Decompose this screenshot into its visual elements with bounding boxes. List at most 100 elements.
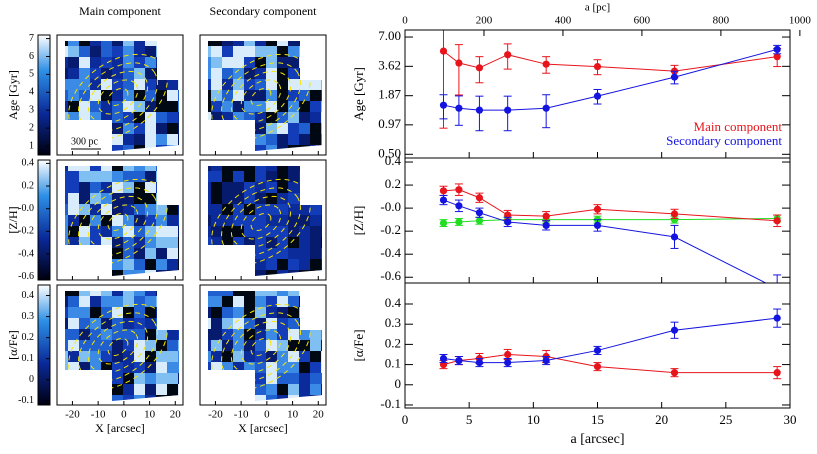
colorbar-tick-label: -0.6 — [18, 271, 34, 282]
map-cell — [68, 340, 80, 352]
isophote — [250, 337, 272, 357]
colorbar-tick-label: 3 — [29, 105, 34, 116]
map-cell — [167, 384, 179, 396]
map-cell — [101, 68, 113, 80]
map-cell — [288, 340, 300, 352]
colorbar-tick-label: 0.1 — [22, 353, 35, 364]
map-cell — [101, 193, 113, 205]
map-cell — [288, 215, 300, 227]
map-cell — [208, 329, 212, 341]
map-cell — [123, 340, 135, 352]
map-cell — [208, 79, 212, 91]
map-cell — [101, 329, 113, 341]
map-cell — [65, 46, 69, 58]
map-cell — [233, 351, 245, 363]
point — [455, 356, 463, 365]
map-cell — [266, 166, 278, 172]
map-cell — [90, 68, 102, 80]
map-cell — [134, 134, 146, 146]
point — [455, 59, 463, 67]
map-cell — [233, 134, 245, 146]
isophote — [230, 195, 292, 249]
map-cell — [255, 351, 267, 363]
map-cell — [222, 68, 234, 80]
map-cell — [277, 362, 289, 374]
map-image — [208, 291, 322, 401]
map-panel — [56, 159, 184, 281]
map-cell — [79, 362, 91, 374]
map-cell — [208, 134, 212, 146]
map-cell — [244, 123, 256, 135]
map-cell — [101, 204, 113, 216]
map-cell — [288, 237, 300, 249]
map-cell — [288, 182, 300, 194]
map-cell — [156, 248, 168, 260]
map-cell — [90, 237, 102, 249]
map-cell — [310, 171, 322, 183]
map-cell — [112, 291, 124, 297]
map-cell — [244, 351, 256, 363]
map-cell — [211, 68, 223, 80]
map-cell — [101, 41, 113, 47]
map-cell — [277, 237, 289, 249]
map-cell — [134, 384, 146, 396]
map-cell — [211, 193, 223, 205]
map-cell — [167, 193, 179, 205]
map-cell — [178, 112, 179, 124]
map-cell — [321, 296, 322, 308]
map-cell — [156, 79, 168, 91]
map-cell — [167, 307, 179, 319]
map-cell — [90, 226, 102, 238]
series-line — [443, 48, 778, 111]
map-frame — [56, 159, 184, 281]
map-cell — [222, 373, 234, 385]
map-cell — [101, 351, 113, 363]
map-cell — [134, 46, 146, 58]
map-cell — [266, 123, 278, 135]
map-cell — [277, 373, 289, 385]
map-cell — [321, 90, 322, 102]
map-cell — [101, 90, 113, 102]
map-cell — [65, 351, 69, 363]
map-cell — [321, 373, 322, 385]
map-cell — [222, 166, 234, 172]
map-cell — [321, 248, 322, 260]
map-cell — [134, 248, 146, 260]
map-cell — [266, 41, 278, 47]
map-cell — [156, 41, 168, 47]
map-cell — [145, 112, 157, 124]
map-cell — [167, 226, 179, 238]
map-cell — [266, 90, 278, 102]
map-cell — [211, 307, 223, 319]
map-cell — [208, 291, 212, 297]
map-cell — [255, 362, 267, 374]
map-cell — [112, 145, 124, 151]
map-cell — [208, 307, 212, 319]
map-cell — [233, 123, 245, 135]
y-tick-label: 0 — [395, 376, 402, 391]
map-cell — [208, 90, 212, 102]
map-cell — [233, 296, 245, 308]
map-x-tick-label: 10 — [144, 409, 156, 421]
map-cell — [211, 204, 223, 216]
map-cell — [233, 79, 245, 91]
colorbar-tick-label: 0.4 — [22, 290, 35, 301]
point — [439, 101, 448, 109]
map-cell — [79, 112, 91, 124]
map-cell — [145, 248, 157, 260]
y-tick-label: -0.4 — [380, 245, 401, 260]
map-cell — [277, 171, 289, 183]
map-cell — [178, 307, 179, 319]
x2-tick-label: 200 — [476, 15, 493, 27]
map-cell — [277, 112, 289, 124]
x2-tick-label: 1000 — [789, 15, 812, 27]
map-cell — [156, 351, 168, 363]
map-cell — [321, 215, 322, 227]
point — [670, 216, 679, 224]
map-cell — [134, 145, 146, 151]
map-cell — [134, 362, 146, 374]
map-cell — [244, 318, 256, 330]
isophote — [87, 70, 149, 124]
map-frame — [56, 34, 184, 156]
